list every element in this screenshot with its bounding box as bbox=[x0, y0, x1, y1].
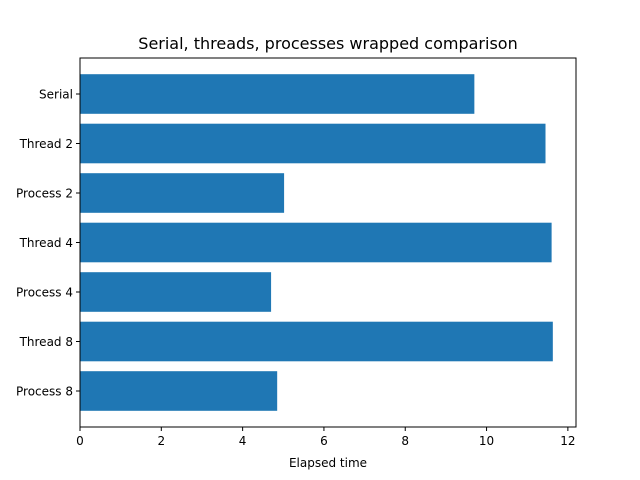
y-tick-label-thread-2: Thread 2 bbox=[19, 137, 73, 151]
y-tick-label-process-2: Process 2 bbox=[16, 187, 73, 201]
y-tick-label-process-4: Process 4 bbox=[16, 286, 73, 300]
bar-thread-2 bbox=[80, 123, 546, 164]
x-tick-label-4: 4 bbox=[239, 434, 247, 448]
bar-thread-4 bbox=[80, 222, 552, 263]
x-tick-label-2: 2 bbox=[157, 434, 165, 448]
bar-thread-8 bbox=[80, 321, 553, 362]
bar-serial bbox=[80, 74, 475, 114]
bar-process-4 bbox=[80, 272, 272, 312]
x-tick-label-12: 12 bbox=[560, 434, 575, 448]
chart-title: Serial, threads, processes wrapped compa… bbox=[138, 34, 517, 53]
plot-area-frame bbox=[79, 57, 577, 428]
x-axis-label: Elapsed time bbox=[289, 456, 367, 470]
y-tick-label-serial: Serial bbox=[39, 88, 73, 102]
x-axis-ticks: 0 2 4 6 8 10 12 bbox=[76, 427, 576, 448]
x-tick-label-8: 8 bbox=[401, 434, 409, 448]
x-tick-label-0: 0 bbox=[76, 434, 84, 448]
x-tick-label-10: 10 bbox=[479, 434, 494, 448]
y-tick-label-process-8: Process 8 bbox=[16, 385, 73, 399]
bars-group bbox=[80, 74, 553, 411]
x-tick-label-6: 6 bbox=[320, 434, 328, 448]
y-tick-label-thread-4: Thread 4 bbox=[19, 236, 73, 250]
bar-process-2 bbox=[80, 173, 285, 213]
y-axis-ticks: Serial Thread 2 Process 2 Thread 4 Process 4… bbox=[16, 88, 80, 399]
y-tick-label-thread-8: Thread 8 bbox=[19, 335, 73, 349]
bar-process-8 bbox=[80, 371, 278, 411]
